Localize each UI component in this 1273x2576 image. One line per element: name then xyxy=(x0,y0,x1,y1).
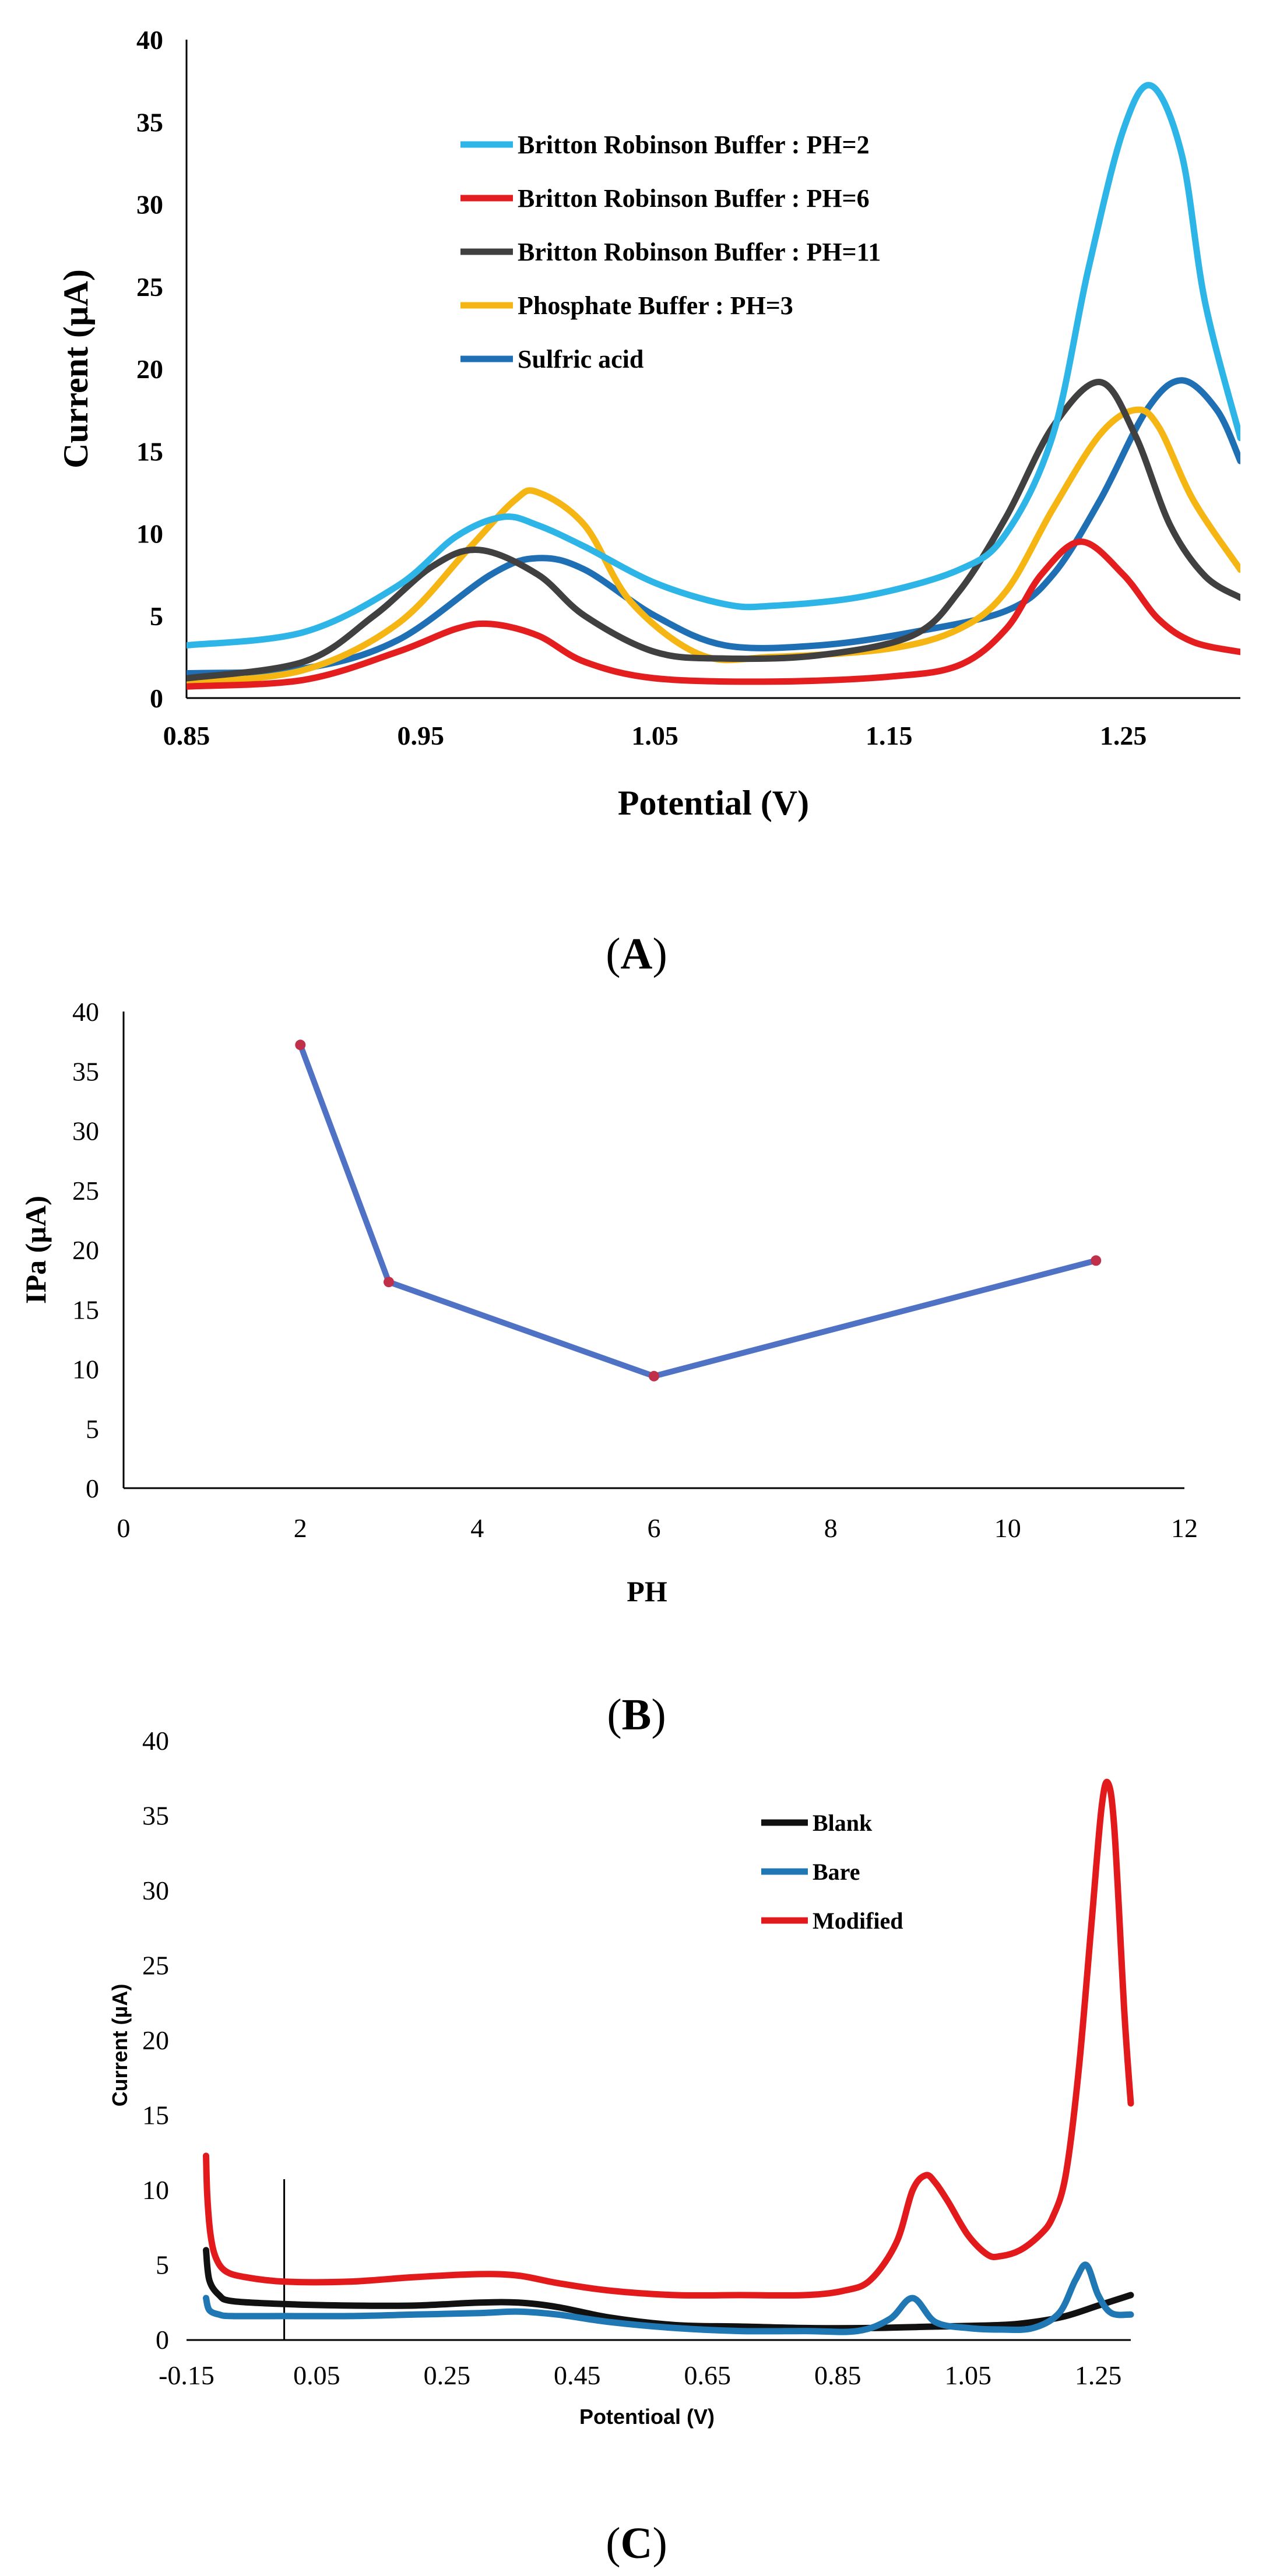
c-y-tick-label: 25 xyxy=(142,1951,169,1981)
b-y-tick-label: 30 xyxy=(72,1116,99,1146)
c-series-line-modified xyxy=(203,1778,1134,2299)
c-x-tick-label: -0.15 xyxy=(159,2360,214,2390)
b-data-point xyxy=(384,1277,394,1288)
a-y-tick-label: 15 xyxy=(136,436,163,466)
c-x-axis-title: Potentioal (V) xyxy=(579,2405,715,2429)
c-x-tick-label: 0.25 xyxy=(424,2360,471,2390)
b-x-tick-label: 8 xyxy=(824,1513,838,1543)
c-y-tick-label: 5 xyxy=(156,2250,169,2280)
b-y-tick-label: 20 xyxy=(72,1235,99,1265)
a-series-line-1 xyxy=(187,82,1240,649)
a-y-tick-label: 10 xyxy=(136,519,163,549)
a-legend: Britton Robinson Buffer : PH=2 Britton Ro… xyxy=(460,131,881,373)
b-x-tick-label: 4 xyxy=(470,1513,484,1543)
a-series-line-5 xyxy=(187,377,1240,677)
a-y-tick-label: 25 xyxy=(136,272,163,302)
b-x-tick-label: 10 xyxy=(994,1513,1021,1543)
a-x-tick-label: 1.05 xyxy=(631,721,678,750)
b-x-tick-label: 2 xyxy=(294,1513,307,1543)
a-x-axis-title: Potential (V) xyxy=(618,784,809,822)
c-series-line-blank xyxy=(203,2247,1134,2332)
b-y-tick-label: 35 xyxy=(72,1056,99,1086)
c-legend-label: Bare xyxy=(813,1859,860,1885)
chart-b-ipa-vs-ph: 0 5 10 15 20 25 30 35 40 0 2 4 6 8 10 12 PH IPa (µA) xyxy=(19,997,1198,1608)
a-series-line-2 xyxy=(187,538,1240,690)
c-y-tick-label: 30 xyxy=(142,1876,169,1905)
b-data-point xyxy=(649,1370,659,1382)
c-series-line-bare xyxy=(203,2261,1134,2335)
b-y-axis-title: IPa (µA) xyxy=(19,1196,52,1304)
c-series-group xyxy=(203,1778,1134,2335)
c-legend-label: Blank xyxy=(813,1810,873,1836)
a-y-tick-label: 30 xyxy=(136,190,163,220)
c-x-tick-label: 1.25 xyxy=(1075,2360,1122,2390)
panel-label-b: (B) xyxy=(607,1690,666,1739)
b-data-point xyxy=(295,1039,306,1051)
a-y-tick-label: 35 xyxy=(136,107,163,137)
b-y-tick-label: 25 xyxy=(72,1176,99,1206)
c-y-tick-label: 35 xyxy=(142,1801,169,1831)
c-legend-label: Modified xyxy=(813,1908,903,1934)
a-legend-label: Phosphate Buffer : PH=3 xyxy=(518,291,793,320)
chart-c-blank-bare-modified: 0 5 10 15 20 25 30 35 40 -0.15 0.05 0.25 0.45 0.65 0.8… xyxy=(108,1726,1134,2429)
b-y-tick-label: 40 xyxy=(72,997,99,1027)
chart-a-cv-ph-comparison: 0 5 10 15 20 25 30 35 40 0.85 0.95 1.05 1.15 1.25 Pote… xyxy=(57,25,1240,822)
b-x-axis-title: PH xyxy=(627,1575,667,1608)
c-y-tick-label: 20 xyxy=(142,2025,169,2055)
b-x-tick-label: 12 xyxy=(1171,1513,1198,1543)
b-y-tick-label: 5 xyxy=(86,1414,99,1444)
a-y-axis-title: Current (µA) xyxy=(57,269,95,468)
a-series-group xyxy=(187,82,1240,690)
panel-label-a: (A) xyxy=(606,929,667,978)
c-x-tick-label: 0.45 xyxy=(554,2360,601,2390)
a-y-tick-label: 5 xyxy=(150,601,163,631)
b-x-tick-label: 6 xyxy=(648,1513,661,1543)
c-x-tick-label: 1.05 xyxy=(944,2360,991,2390)
a-series-line-3 xyxy=(187,379,1240,682)
b-x-tick-label: 0 xyxy=(117,1513,131,1543)
a-x-tick-label: 0.95 xyxy=(398,721,445,750)
a-y-tick-label: 0 xyxy=(150,683,163,713)
a-y-tick-label: 20 xyxy=(136,354,163,384)
c-legend: Blank Bare Modified xyxy=(761,1810,903,1934)
a-x-tick-label: 1.25 xyxy=(1100,721,1147,750)
a-x-tick-label: 0.85 xyxy=(163,721,210,750)
a-y-tick-label: 40 xyxy=(136,25,163,55)
c-y-tick-label: 40 xyxy=(142,1726,169,1756)
a-legend-label: Britton Robinson Buffer : PH=2 xyxy=(518,131,870,159)
c-x-tick-label: 0.05 xyxy=(293,2360,340,2390)
b-series-line xyxy=(297,1044,1097,1379)
c-y-tick-label: 0 xyxy=(156,2325,169,2355)
b-data-point xyxy=(1091,1255,1102,1266)
a-legend-label: Britton Robinson Buffer : PH=11 xyxy=(518,238,881,266)
c-y-tick-label: 15 xyxy=(142,2101,169,2130)
c-x-tick-label: 0.65 xyxy=(684,2360,732,2390)
c-y-tick-label: 10 xyxy=(142,2175,169,2205)
a-x-tick-label: 1.15 xyxy=(866,721,913,750)
b-y-tick-label: 15 xyxy=(72,1295,99,1324)
a-legend-label: Britton Robinson Buffer : PH=6 xyxy=(518,184,870,213)
c-x-tick-label: 0.85 xyxy=(814,2360,861,2390)
a-legend-label: Sulfric acid xyxy=(518,345,643,373)
b-y-tick-label: 10 xyxy=(72,1355,99,1384)
panel-label-c: (C) xyxy=(606,2519,667,2568)
c-y-axis-title: Current (µA) xyxy=(108,1984,132,2107)
b-y-tick-label: 0 xyxy=(86,1474,99,1503)
